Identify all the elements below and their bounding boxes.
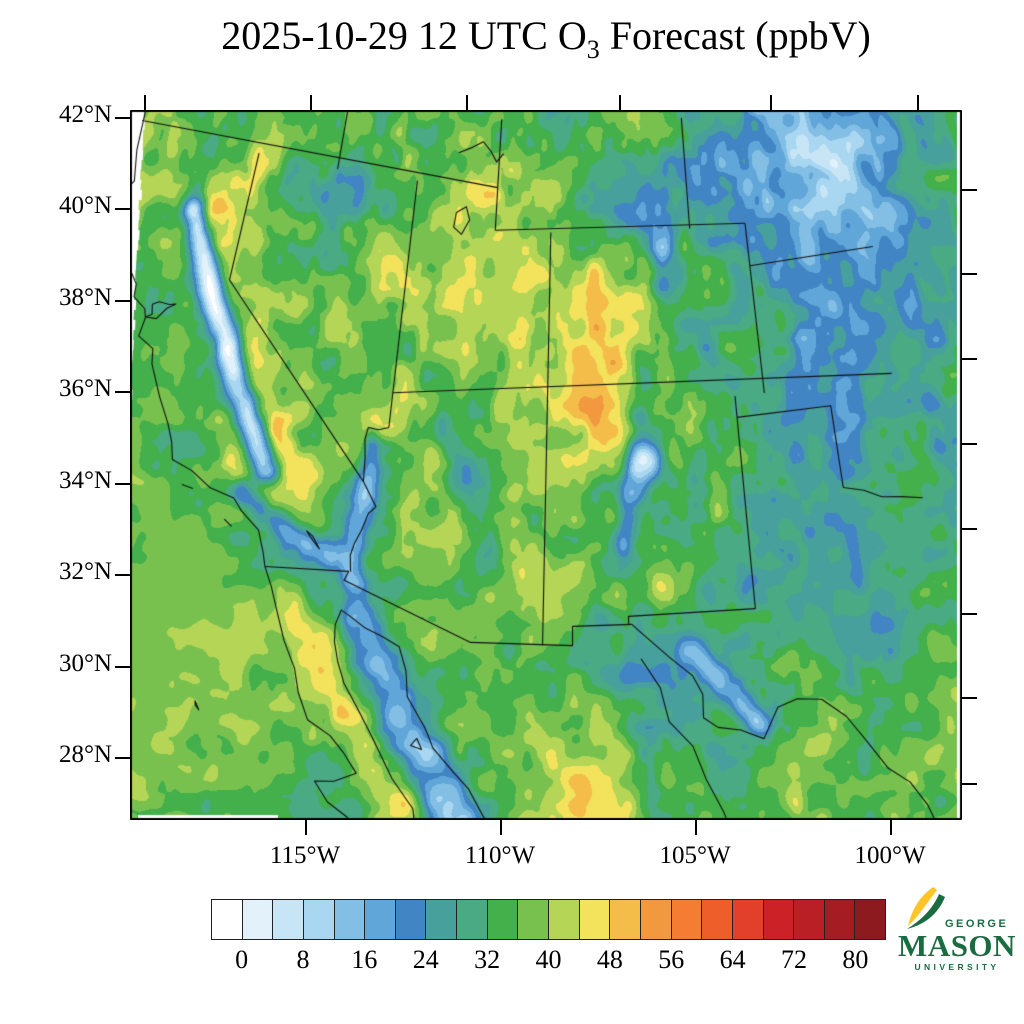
lon-tick xyxy=(890,820,892,835)
lon-label: 115°W xyxy=(269,842,341,869)
colorbar-cell xyxy=(426,900,458,939)
colorbar-cell xyxy=(702,900,733,939)
logo-flame-icon xyxy=(907,887,945,929)
colorbar-tick-label: 48 xyxy=(596,945,623,974)
colorbar-cell xyxy=(457,900,488,939)
title-prefix: 2025-10-29 12 UTC O xyxy=(221,13,587,58)
top-tick xyxy=(466,95,468,110)
top-tick xyxy=(310,95,312,110)
colorbar-tick-label: 8 xyxy=(296,945,310,974)
colorbar-cell xyxy=(855,900,886,939)
colorbar-cell xyxy=(549,900,580,939)
colorbar-cell xyxy=(365,900,396,939)
colorbar-tick-label: 32 xyxy=(474,945,501,974)
forecast-map-canvas xyxy=(130,110,962,820)
right-tick xyxy=(962,613,977,615)
logo-mason-text: MASON xyxy=(898,928,1016,963)
lat-tick xyxy=(115,666,130,668)
colorbar-cell xyxy=(579,900,611,939)
lat-label: 32°N xyxy=(58,558,112,585)
lat-label: 34°N xyxy=(58,467,112,494)
colorbar-cell xyxy=(487,900,519,939)
lat-tick xyxy=(115,391,130,393)
right-tick xyxy=(962,697,977,699)
right-tick xyxy=(962,528,977,530)
colorbar-cell xyxy=(794,900,825,939)
lat-label: 28°N xyxy=(58,741,112,768)
logo-george-text: GEORGE xyxy=(945,918,1009,930)
colorbar-tick-label: 0 xyxy=(235,945,249,974)
lat-label: 40°N xyxy=(58,192,112,219)
colorbar-cell xyxy=(610,900,641,939)
colorbar-cell xyxy=(824,900,856,939)
colorbar-cell xyxy=(242,900,274,939)
colorbar-cell xyxy=(518,900,550,939)
colorbar-tick-label: 40 xyxy=(535,945,562,974)
lat-tick xyxy=(115,574,130,576)
top-tick xyxy=(770,95,772,110)
plot-title: 2025-10-29 12 UTC O3 Forecast (ppbV) xyxy=(96,12,996,65)
lon-label: 105°W xyxy=(659,842,731,869)
colorbar-tick-label: 80 xyxy=(842,945,869,974)
lat-tick xyxy=(115,208,130,210)
lon-label: 100°W xyxy=(854,842,926,869)
top-tick xyxy=(917,95,919,110)
colorbar-cell xyxy=(334,900,366,939)
lat-label: 36°N xyxy=(58,375,112,402)
right-tick xyxy=(962,358,977,360)
right-tick xyxy=(962,189,977,191)
colorbar-cell xyxy=(395,900,427,939)
lon-tick xyxy=(695,820,697,835)
lat-tick xyxy=(115,483,130,485)
colorbar-tick-label: 72 xyxy=(780,945,807,974)
logo-university-text: UNIVERSITY xyxy=(914,962,1000,972)
right-tick xyxy=(962,443,977,445)
colorbar-cell xyxy=(763,900,795,939)
colorbar-tick-label: 56 xyxy=(658,945,685,974)
lon-tick xyxy=(500,820,502,835)
right-tick xyxy=(962,783,977,785)
colorbar-cell xyxy=(273,900,304,939)
colorbar xyxy=(211,899,886,940)
title-subscript: 3 xyxy=(586,35,600,64)
title-suffix: Forecast (ppbV) xyxy=(599,13,871,58)
colorbar-tick-label: 64 xyxy=(719,945,746,974)
right-tick xyxy=(962,273,977,275)
lat-label: 42°N xyxy=(58,101,112,128)
george-mason-logo: GEORGE MASON UNIVERSITY xyxy=(893,884,1021,980)
lon-tick xyxy=(305,820,307,835)
colorbar-cell xyxy=(212,900,243,939)
lat-tick xyxy=(115,757,130,759)
colorbar-tick-label: 16 xyxy=(351,945,378,974)
lat-tick xyxy=(115,117,130,119)
colorbar-cell xyxy=(640,900,672,939)
colorbar-cell xyxy=(732,900,764,939)
top-tick xyxy=(619,95,621,110)
colorbar-cell xyxy=(303,900,335,939)
colorbar-cell xyxy=(671,900,703,939)
lon-label: 110°W xyxy=(464,842,536,869)
colorbar-tick-label: 24 xyxy=(412,945,439,974)
lat-label: 30°N xyxy=(58,650,112,677)
lat-tick xyxy=(115,300,130,302)
top-tick xyxy=(144,95,146,110)
lat-label: 38°N xyxy=(58,284,112,311)
